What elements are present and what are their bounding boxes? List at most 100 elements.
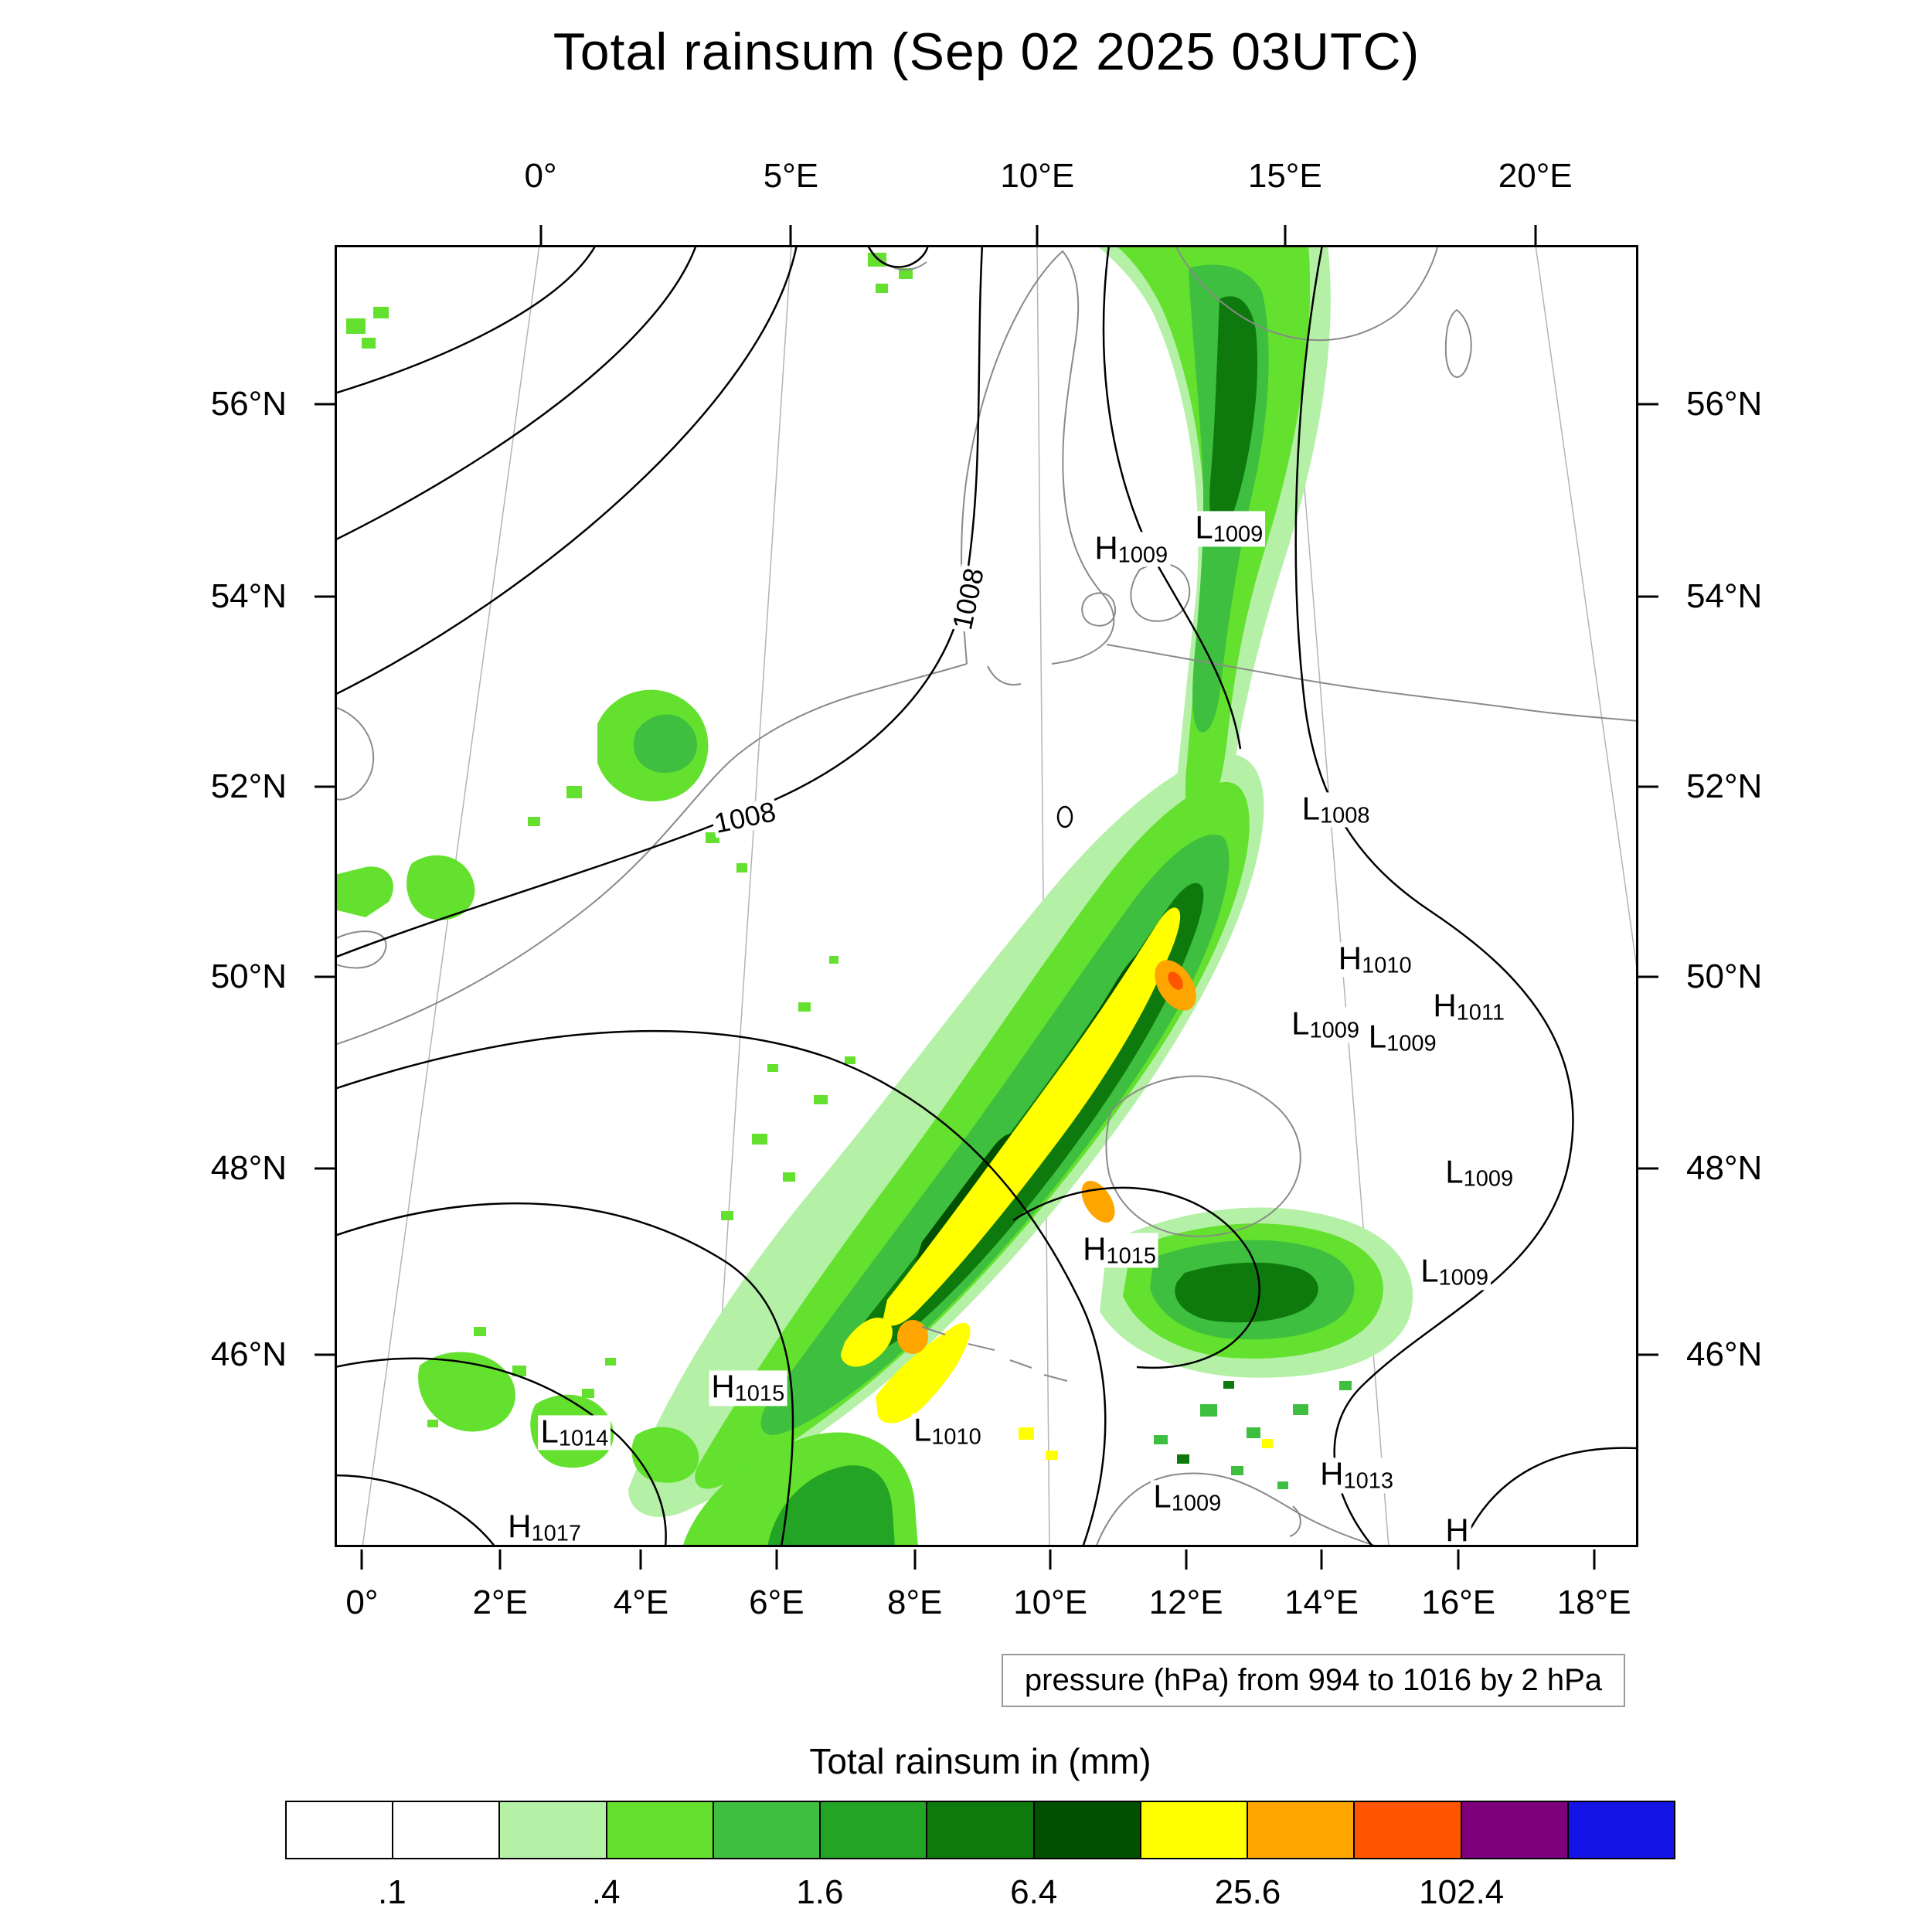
pressure-centers-layer: H1009 L1009 L1008 H1010 L1009 L1009 H1011 L1009… [335, 245, 1638, 1549]
axis-label: 52°N [1686, 767, 1763, 805]
pressure-center-label: L1009 [1366, 1020, 1439, 1056]
tick-mark [1185, 1549, 1188, 1570]
axis-label: 50°N [210, 957, 287, 995]
pressure-center-label: L1014 [538, 1415, 611, 1451]
colorbar-segment [1566, 1801, 1676, 1859]
tick-mark [1036, 225, 1039, 245]
tick-mark [1638, 1167, 1658, 1170]
pressure-center-label: H1011 [1430, 989, 1508, 1025]
tick-mark [539, 225, 543, 245]
tick-mark [1534, 225, 1537, 245]
axis-label: 10°E [1000, 157, 1075, 195]
tick-mark [1638, 1353, 1658, 1356]
colorbar-segment [392, 1801, 501, 1859]
contour-inline-label: 1008 [946, 564, 990, 634]
colorbar-segment [1032, 1801, 1141, 1859]
tick-mark [1638, 403, 1658, 406]
colorbar-segment [1353, 1801, 1462, 1859]
pressure-center-label: H1010 [1335, 942, 1414, 978]
map-canvas [335, 245, 1638, 1547]
pressure-contours [335, 245, 1638, 1547]
axis-top: 0° 5°E 10°E 15°E 20°E [335, 108, 1638, 245]
rain-shading [335, 245, 1413, 1547]
tick-mark [498, 1549, 502, 1570]
axis-right: 56°N 54°N 52°N 50°N 48°N 46°N [1638, 245, 1932, 1547]
axis-label: 50°N [1686, 957, 1763, 995]
tick-mark [1593, 1549, 1596, 1570]
tick-mark [913, 1549, 917, 1570]
axis-label: 56°N [210, 384, 287, 423]
axis-label: 46°N [210, 1335, 287, 1373]
axis-label: 12°E [1148, 1583, 1223, 1621]
axis-label: 56°N [1686, 384, 1763, 423]
axis-bottom: 0° 2°E 4°E 6°E 8°E 10°E 12°E 14°E 16°E 18°E [335, 1549, 1638, 1665]
colorbar-tick-label: 25.6 [1214, 1873, 1281, 1911]
pressure-center-label: L1010 [910, 1413, 984, 1449]
tick-mark [315, 403, 335, 406]
pressure-center-label: L1008 [1299, 792, 1372, 828]
colorbar-tick-label: .1 [378, 1873, 406, 1911]
colorbar-title: Total rainsum in (mm) [809, 1741, 1151, 1781]
axis-label: 0° [345, 1583, 379, 1621]
axis-left: 56°N 54°N 52°N 50°N 48°N 46°N [0, 245, 335, 1547]
pressure-center-label: L1009 [1289, 1007, 1362, 1043]
pressure-center-label: H1015 [709, 1370, 787, 1406]
colorbar-segment [605, 1801, 714, 1859]
axis-label: 16°E [1421, 1583, 1496, 1621]
axis-label: 10°E [1013, 1583, 1088, 1621]
axis-label: 54°N [1686, 577, 1763, 615]
tick-mark [1638, 595, 1658, 598]
tick-mark [315, 595, 335, 598]
colorbar-segment [285, 1801, 394, 1859]
axis-label: 0° [524, 157, 557, 195]
contour-inline-label: 1008 [710, 795, 781, 840]
colorbar-segment [1460, 1801, 1569, 1859]
axis-label: 54°N [210, 577, 287, 615]
tick-mark [1638, 975, 1658, 978]
axis-label: 6°E [749, 1583, 804, 1621]
pressure-center-label: L1009 [1151, 1480, 1224, 1515]
axis-label: 18°E [1556, 1583, 1631, 1621]
tick-mark [789, 225, 792, 245]
tick-mark [315, 1353, 335, 1356]
axis-label: 5°E [763, 157, 819, 195]
colorbar-segment [712, 1801, 821, 1859]
axis-label: 48°N [210, 1148, 287, 1187]
colorbar-segment [926, 1801, 1035, 1859]
colorbar-segment [1139, 1801, 1249, 1859]
page-title: Total rainsum (Sep 02 2025 03UTC) [553, 22, 1420, 81]
tick-mark [1320, 1549, 1323, 1570]
tick-mark [315, 975, 335, 978]
colorbar-tick-label: 6.4 [1010, 1873, 1058, 1911]
coastlines [335, 245, 1638, 1547]
pressure-center-label: H [1443, 1514, 1471, 1549]
axis-label: 15°E [1247, 157, 1322, 195]
colorbar-tick-label: .4 [591, 1873, 621, 1911]
axis-label: 4°E [613, 1583, 669, 1621]
axis-label: 20°E [1498, 157, 1573, 195]
tick-mark [1284, 225, 1287, 245]
tick-mark [360, 1549, 363, 1570]
pressure-caption: pressure (hPa) from 994 to 1016 by 2 hPa [1001, 1654, 1625, 1707]
pressure-center-label: H1015 [1080, 1233, 1158, 1268]
tick-mark [315, 785, 335, 788]
map-plot-area: H1009 L1009 L1008 H1010 L1009 L1009 H1011 L1009… [335, 245, 1638, 1549]
pressure-center-label: L1009 [1418, 1254, 1492, 1291]
tick-mark [1638, 785, 1658, 788]
pressure-center-label: H1013 [1318, 1458, 1396, 1493]
colorbar-segment [498, 1801, 607, 1859]
pressure-center-label: H1009 [1092, 532, 1171, 567]
axis-label: 48°N [1686, 1148, 1763, 1187]
pressure-center-label: L1009 [1443, 1155, 1516, 1191]
axis-label: 52°N [210, 767, 287, 805]
colorbar-tick-label: 102.4 [1419, 1873, 1505, 1911]
tick-mark [639, 1549, 642, 1570]
axis-label: 46°N [1686, 1335, 1763, 1373]
colorbar [285, 1801, 1676, 1859]
colorbar-tick-label: 1.6 [796, 1873, 844, 1911]
axis-label: 14°E [1284, 1583, 1359, 1621]
pressure-center-label: L1009 [1192, 511, 1266, 546]
tick-mark [1049, 1549, 1052, 1570]
colorbar-labels: .1 .4 1.6 6.4 25.6 102.4 [285, 1873, 1675, 1920]
